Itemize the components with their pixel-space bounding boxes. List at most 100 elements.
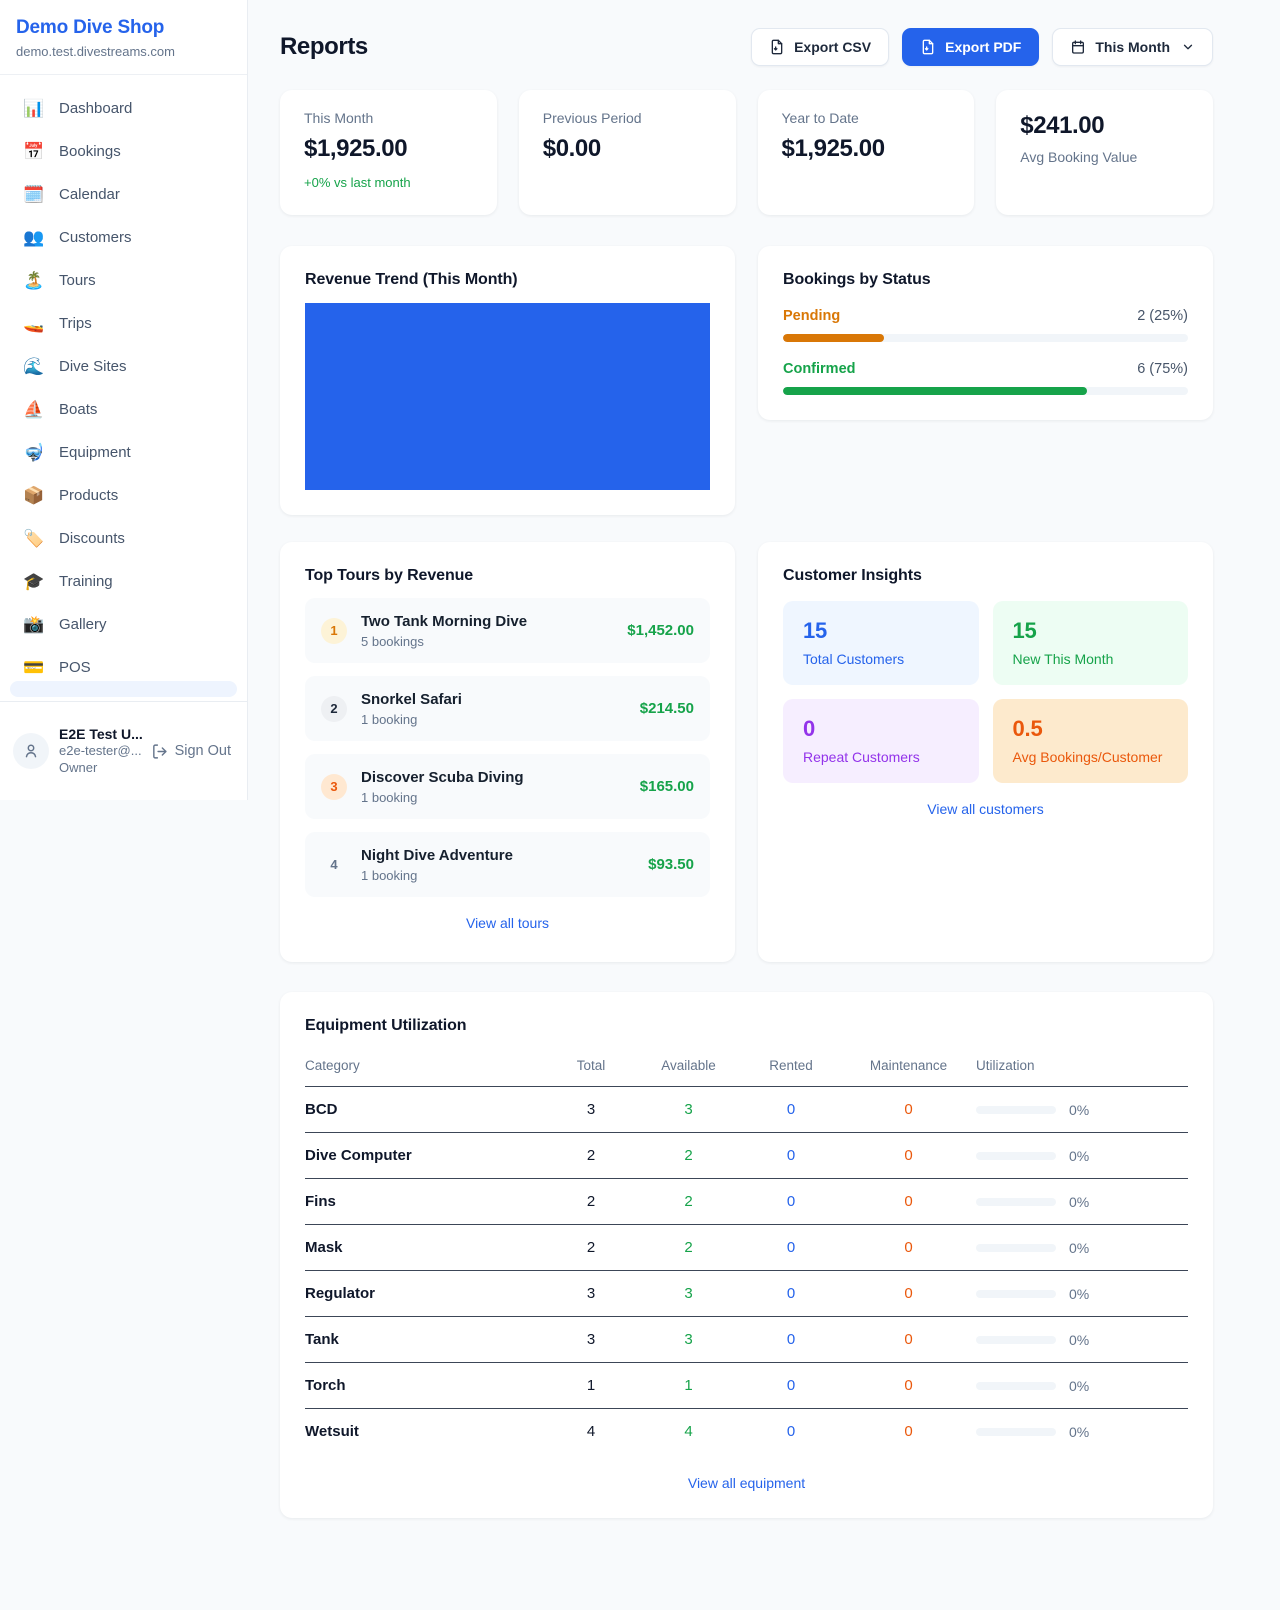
cell-maintenance: 0 (841, 1086, 976, 1133)
user-role: Owner (59, 760, 98, 776)
tour-amount: $93.50 (648, 856, 694, 873)
main-content: Reports Export CSV Export PDF This Month (248, 0, 1280, 1578)
view-all-customers-link[interactable]: View all customers (927, 801, 1044, 817)
export-pdf-button[interactable]: Export PDF (902, 28, 1040, 66)
utilization-bar (976, 1151, 1056, 1160)
column-header: Category (305, 1050, 546, 1087)
utilization-bar (976, 1427, 1056, 1436)
sidebar-item-products[interactable]: 📦 Products (10, 474, 237, 517)
sidebar-item-discounts[interactable]: 🏷️ Discounts (10, 517, 237, 560)
sidebar-item-trips[interactable]: 🚤 Trips (10, 302, 237, 345)
tile-label: Avg Bookings/Customer (1012, 749, 1163, 765)
column-header: Available (636, 1050, 741, 1087)
cell-category: Regulator (305, 1270, 546, 1317)
cell-rented: 0 (741, 1270, 841, 1317)
tour-amount: $1,452.00 (627, 622, 694, 639)
calendar-outline-icon (1072, 40, 1085, 54)
sidebar-item-dashboard[interactable]: 📊 Dashboard (10, 87, 237, 130)
period-dropdown[interactable]: This Month (1052, 28, 1213, 66)
tile-repeat-customers: 0 Repeat Customers (783, 699, 979, 783)
tour-amount: $165.00 (639, 778, 694, 795)
view-all-tours-link[interactable]: View all tours (465, 915, 549, 931)
tile-label: Total Customers (803, 651, 905, 667)
rank-badge: 4 (330, 857, 338, 872)
sidebar-item-label: Dive Sites (59, 358, 127, 375)
cell-category: Dive Computer (305, 1132, 546, 1179)
island-icon: 🏝️ (23, 270, 45, 290)
sidebar-item-label: Equipment (59, 444, 131, 461)
insights-row: Top Tours by Revenue 1 Two Tank Morning … (280, 542, 1213, 962)
cell-available: 1 (636, 1362, 741, 1409)
sidebar-item-label: Trips (59, 315, 92, 332)
speedboat-icon: 🚤 (23, 313, 45, 333)
tour-bookings: 1 booking (361, 711, 418, 727)
status-bar-fill (783, 334, 885, 342)
rank-badge: 3 (321, 773, 347, 800)
shop-domain: demo.test.divestreams.com (16, 44, 175, 59)
stat-value: $1,925.00 (304, 135, 408, 162)
view-all-equipment-link[interactable]: View all equipment (687, 1475, 806, 1491)
sidebar-item-label: Tours (59, 272, 96, 289)
cell-total: 4 (586, 1423, 596, 1440)
graduation-cap-icon: 🎓 (23, 571, 45, 591)
utilization-percent: 0% (1069, 1423, 1090, 1440)
cell-available: 2 (636, 1132, 741, 1179)
stat-label: Previous Period (542, 110, 642, 126)
sidebar-item-customers[interactable]: 👥 Customers (10, 216, 237, 259)
stat-avg-booking-value: $241.00 Avg Booking Value (996, 90, 1213, 215)
camera-icon: 📸 (23, 614, 45, 634)
sidebar-item-gallery[interactable]: 📸 Gallery (10, 603, 237, 646)
user-panel: E2E Test U... e2e-tester@... Owner Sign … (0, 701, 247, 800)
person-icon (25, 744, 37, 758)
table-row: BCD 3 3 0 0 0% (305, 1086, 1188, 1133)
cell-available: 3 (636, 1316, 741, 1363)
file-download-icon (771, 39, 783, 55)
sidebar-item-label: Boats (59, 401, 98, 418)
sidebar-item-dive-sites[interactable]: 🌊 Dive Sites (10, 345, 237, 388)
equipment-utilization-card: Equipment Utilization Category Total Ava… (280, 992, 1213, 1518)
sidebar-item-tours[interactable]: 🏝️ Tours (10, 259, 237, 302)
utilization-bar (976, 1243, 1056, 1252)
diving-mask-icon: 🤿 (23, 442, 45, 462)
file-download-icon (922, 39, 934, 55)
sidebar-item-reports[interactable] (10, 681, 237, 697)
revenue-trend-title: Revenue Trend (This Month) (305, 271, 518, 288)
period-label: This Month (1095, 39, 1170, 55)
cell-available: 3 (636, 1270, 741, 1317)
export-pdf-label: Export PDF (945, 39, 1022, 55)
tile-new-this-month: 15 New This Month (992, 601, 1188, 685)
sidebar-item-equipment[interactable]: 🤿 Equipment (10, 431, 237, 474)
table-row: Fins 2 2 0 0 0% (305, 1178, 1188, 1225)
status-bar-track (783, 334, 1188, 342)
export-csv-button[interactable]: Export CSV (751, 28, 890, 66)
logout-icon (152, 743, 167, 759)
page-header: Reports Export CSV Export PDF This Month (280, 28, 1213, 66)
sidebar-item-pos[interactable]: 💳 POS (10, 646, 237, 689)
utilization-percent: 0% (1069, 1239, 1090, 1256)
status-bar-fill (783, 387, 1087, 395)
cell-rented: 0 (786, 1423, 796, 1440)
tour-bookings: 1 booking (361, 789, 418, 805)
equipment-table: Category Total Available Rented Maintena… (305, 1050, 1188, 1454)
sidebar: Demo Dive Shop demo.test.divestreams.com… (0, 0, 248, 800)
cell-maintenance: 0 (841, 1224, 976, 1271)
tour-row: 2 Snorkel Safari 1 booking $214.50 (305, 676, 710, 741)
cell-maintenance: 0 (841, 1362, 976, 1409)
sidebar-item-bookings[interactable]: 📅 Bookings (10, 130, 237, 173)
sign-out-label: Sign Out (174, 743, 231, 759)
stat-label: Avg Booking Value (1020, 149, 1138, 165)
column-header: Total (546, 1050, 636, 1087)
sidebar-item-calendar[interactable]: 🗓️ Calendar (10, 173, 237, 216)
calendar-icon: 📅 (23, 141, 45, 161)
sidebar-item-boats[interactable]: ⛵ Boats (10, 388, 237, 431)
stat-value: $0.00 (542, 135, 601, 162)
tile-value: 15 (803, 618, 828, 643)
bookings-by-status-card: Bookings by Status Pending 2 (25%) Confi… (758, 246, 1213, 420)
tour-amount: $214.50 (639, 700, 694, 717)
sidebar-item-label: Dashboard (59, 100, 133, 117)
stat-value: $241.00 (1020, 112, 1105, 139)
sign-out-button[interactable]: Sign Out (151, 743, 234, 760)
table-row: Dive Computer 2 2 0 0 0% (305, 1132, 1188, 1179)
sidebar-item-training[interactable]: 🎓 Training (10, 560, 237, 603)
utilization-percent: 0% (1069, 1377, 1090, 1394)
